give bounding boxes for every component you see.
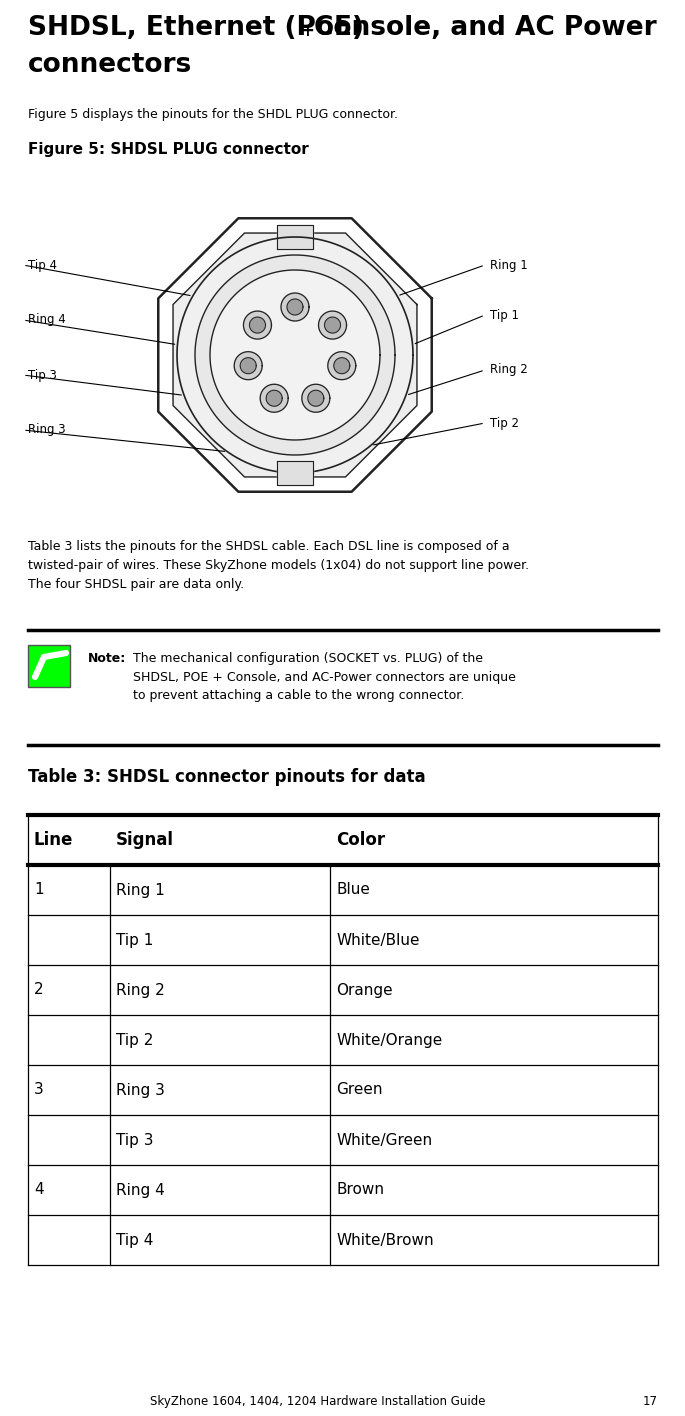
Text: Ring 3: Ring 3 bbox=[28, 423, 66, 436]
Polygon shape bbox=[158, 218, 432, 491]
Polygon shape bbox=[319, 312, 347, 338]
Polygon shape bbox=[234, 351, 262, 379]
Text: Figure 5: SHDSL PLUG connector: Figure 5: SHDSL PLUG connector bbox=[28, 142, 309, 157]
Text: Green: Green bbox=[336, 1082, 383, 1097]
Text: Signal: Signal bbox=[116, 831, 174, 850]
Text: Tip 4: Tip 4 bbox=[28, 259, 57, 272]
Polygon shape bbox=[325, 317, 340, 333]
Text: Ring 3: Ring 3 bbox=[116, 1082, 165, 1097]
Text: Ring 2: Ring 2 bbox=[490, 364, 527, 377]
Polygon shape bbox=[210, 270, 380, 440]
Text: Orange: Orange bbox=[336, 983, 393, 997]
Text: Tip 4: Tip 4 bbox=[116, 1232, 153, 1247]
Text: White/Brown: White/Brown bbox=[336, 1232, 434, 1247]
Text: 2: 2 bbox=[34, 983, 44, 997]
Polygon shape bbox=[281, 293, 309, 321]
Polygon shape bbox=[260, 384, 288, 412]
Text: connectors: connectors bbox=[28, 52, 192, 78]
Text: SHDSL, Ethernet (PoE): SHDSL, Ethernet (PoE) bbox=[28, 16, 373, 41]
Text: Table 3 lists the pinouts for the SHDSL cable. Each DSL line is composed of a
tw: Table 3 lists the pinouts for the SHDSL … bbox=[28, 539, 529, 590]
Text: Ring 1: Ring 1 bbox=[116, 882, 164, 898]
Text: Ring 4: Ring 4 bbox=[28, 313, 66, 327]
Text: Tip 1: Tip 1 bbox=[116, 933, 153, 947]
Text: The mechanical configuration (SOCKET vs. PLUG) of the
SHDSL, POE + Console, and : The mechanical configuration (SOCKET vs.… bbox=[133, 651, 516, 702]
Text: White/Orange: White/Orange bbox=[336, 1032, 443, 1048]
Text: Table 3: SHDSL connector pinouts for data: Table 3: SHDSL connector pinouts for dat… bbox=[28, 767, 425, 786]
Text: +: + bbox=[300, 23, 314, 40]
Text: Tip 2: Tip 2 bbox=[490, 416, 519, 429]
Text: Line: Line bbox=[34, 831, 73, 850]
Polygon shape bbox=[277, 225, 313, 249]
Polygon shape bbox=[328, 351, 356, 379]
Text: Ring 2: Ring 2 bbox=[116, 983, 164, 997]
Text: SkyZhone 1604, 1404, 1204 Hardware Installation Guide: SkyZhone 1604, 1404, 1204 Hardware Insta… bbox=[150, 1395, 486, 1408]
Polygon shape bbox=[243, 312, 271, 338]
Text: Color: Color bbox=[336, 831, 386, 850]
Polygon shape bbox=[277, 462, 313, 486]
Polygon shape bbox=[173, 234, 417, 477]
Polygon shape bbox=[308, 391, 324, 406]
Polygon shape bbox=[177, 236, 413, 473]
Text: 3: 3 bbox=[34, 1082, 44, 1097]
Text: Ring 1: Ring 1 bbox=[490, 259, 527, 272]
Text: 17: 17 bbox=[643, 1395, 658, 1408]
Text: Tip 1: Tip 1 bbox=[490, 309, 519, 321]
Polygon shape bbox=[249, 317, 266, 333]
Polygon shape bbox=[302, 384, 329, 412]
FancyBboxPatch shape bbox=[28, 646, 70, 687]
Text: Brown: Brown bbox=[336, 1182, 384, 1198]
Text: Blue: Blue bbox=[336, 882, 371, 898]
Text: White/Blue: White/Blue bbox=[336, 933, 420, 947]
Text: 4: 4 bbox=[34, 1182, 44, 1198]
Polygon shape bbox=[266, 391, 282, 406]
Text: Figure 5 displays the pinouts for the SHDL PLUG connector.: Figure 5 displays the pinouts for the SH… bbox=[28, 108, 398, 120]
Text: Tip 3: Tip 3 bbox=[28, 368, 57, 381]
Text: 1: 1 bbox=[34, 882, 44, 898]
Text: Console, and AC Power: Console, and AC Power bbox=[314, 16, 657, 41]
Polygon shape bbox=[195, 255, 395, 455]
Text: White/Green: White/Green bbox=[336, 1133, 432, 1147]
Polygon shape bbox=[334, 358, 350, 374]
Polygon shape bbox=[287, 299, 303, 314]
Text: Ring 4: Ring 4 bbox=[116, 1182, 164, 1198]
Polygon shape bbox=[240, 358, 256, 374]
Text: Note:: Note: bbox=[88, 651, 126, 666]
Text: Tip 3: Tip 3 bbox=[116, 1133, 153, 1147]
Text: Tip 2: Tip 2 bbox=[116, 1032, 153, 1048]
